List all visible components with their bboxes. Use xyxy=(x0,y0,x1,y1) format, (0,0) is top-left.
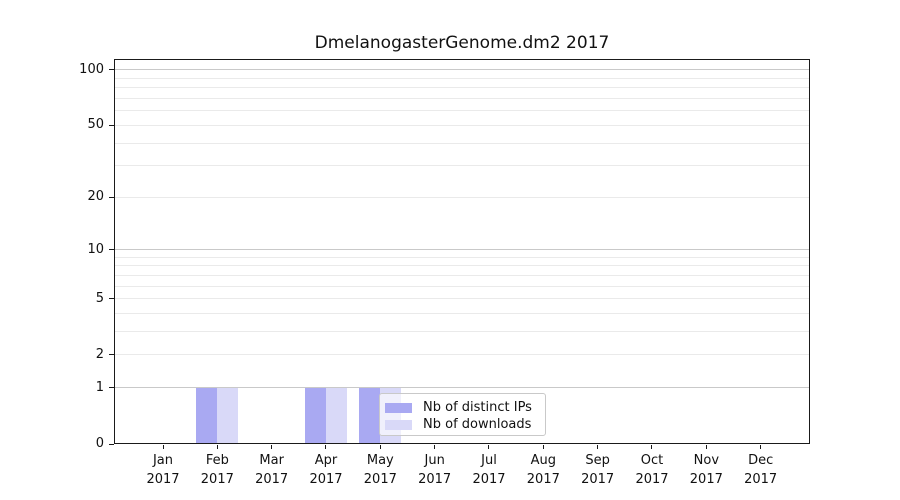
minor-gridline xyxy=(115,143,809,144)
y-tick-label: 100 xyxy=(79,61,104,77)
minor-gridline xyxy=(115,87,809,88)
minor-gridline xyxy=(115,313,809,314)
x-axis-tick xyxy=(706,445,707,449)
x-tick-label: Aug 2017 xyxy=(526,453,560,487)
y-axis-tick xyxy=(109,69,114,70)
legend-row: Nb of distinct IPs xyxy=(385,399,545,416)
x-axis-tick xyxy=(217,445,218,449)
x-tick-label: May 2017 xyxy=(363,453,397,487)
x-axis-tick xyxy=(380,445,381,449)
minor-gridline xyxy=(115,354,809,355)
minor-gridline xyxy=(115,197,809,198)
minor-gridline xyxy=(115,265,809,266)
y-axis-tick xyxy=(109,249,114,250)
x-tick-label: Mar 2017 xyxy=(255,453,289,487)
x-axis-tick xyxy=(325,445,326,449)
x-axis-tick xyxy=(597,445,598,449)
legend-swatch xyxy=(385,419,412,430)
x-axis-tick xyxy=(760,445,761,449)
y-tick-label: 1 xyxy=(95,379,104,395)
x-axis-tick xyxy=(651,445,652,449)
x-tick-label: Jul 2017 xyxy=(472,453,506,487)
bar-distinct-ips xyxy=(304,387,326,444)
y-tick-label: 50 xyxy=(87,117,104,133)
x-tick-label: Oct 2017 xyxy=(635,453,669,487)
minor-gridline xyxy=(115,78,809,79)
y-tick-label: 5 xyxy=(95,290,104,306)
legend-label: Nb of distinct IPs xyxy=(423,400,532,415)
x-axis-tick xyxy=(163,445,164,449)
x-tick-label: Sep 2017 xyxy=(581,453,615,487)
legend-row: Nb of downloads xyxy=(385,416,545,433)
minor-gridline xyxy=(115,257,809,258)
minor-gridline xyxy=(115,125,809,126)
x-axis-tick xyxy=(543,445,544,449)
x-axis-tick xyxy=(488,445,489,449)
minor-gridline xyxy=(115,298,809,299)
legend: Nb of distinct IPs Nb of downloads xyxy=(379,393,546,436)
y-axis-tick xyxy=(109,197,114,198)
legend-swatch xyxy=(385,402,412,413)
chart-title: DmelanogasterGenome.dm2 2017 xyxy=(314,33,610,53)
legend-label: Nb of downloads xyxy=(423,417,532,432)
minor-gridline xyxy=(115,286,809,287)
major-gridline xyxy=(115,249,809,250)
minor-gridline xyxy=(115,110,809,111)
x-tick-label: Jun 2017 xyxy=(418,453,452,487)
x-axis-tick xyxy=(434,445,435,449)
x-tick-label: Jan 2017 xyxy=(146,453,180,487)
y-tick-label: 0 xyxy=(95,436,104,451)
x-tick-label: Nov 2017 xyxy=(689,453,723,487)
bar-downloads xyxy=(217,387,239,444)
x-axis-tick xyxy=(271,445,272,449)
major-gridline xyxy=(115,387,809,388)
bar-distinct-ips xyxy=(196,387,218,444)
x-tick-label: Feb 2017 xyxy=(200,453,234,487)
y-axis-tick xyxy=(109,298,114,299)
minor-gridline xyxy=(115,165,809,166)
y-axis-tick xyxy=(109,125,114,126)
minor-gridline xyxy=(115,331,809,332)
x-tick-label: Apr 2017 xyxy=(309,453,343,487)
bar-downloads xyxy=(325,387,347,444)
y-axis-tick xyxy=(109,354,114,355)
minor-gridline xyxy=(115,275,809,276)
y-axis-tick xyxy=(109,387,114,388)
y-axis-tick xyxy=(109,444,114,445)
y-tick-label: 10 xyxy=(87,241,104,257)
bar-distinct-ips xyxy=(359,387,381,444)
major-gridline xyxy=(115,69,809,70)
minor-gridline xyxy=(115,98,809,99)
x-tick-label: Dec 2017 xyxy=(744,453,778,487)
y-tick-label: 2 xyxy=(95,346,104,362)
y-tick-label: 20 xyxy=(87,189,104,205)
